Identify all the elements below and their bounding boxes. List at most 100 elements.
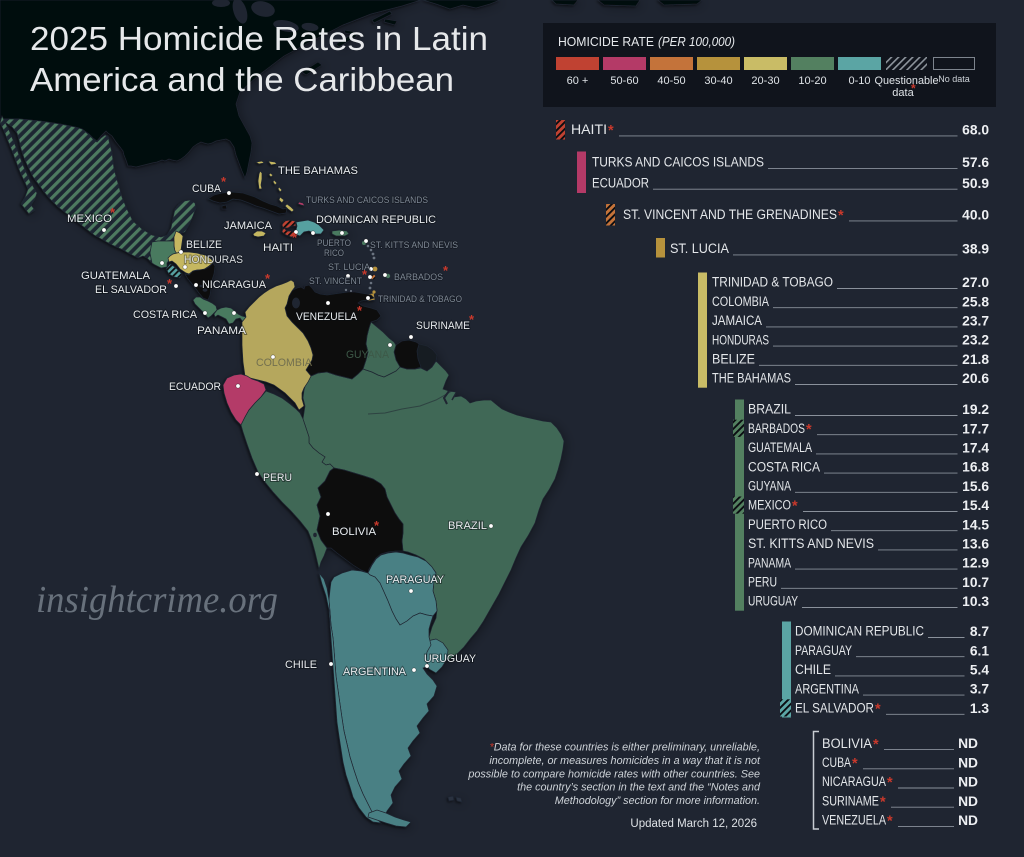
svg-text:57.6: 57.6 (962, 155, 989, 170)
svg-text:COLOMBIA: COLOMBIA (712, 294, 769, 309)
svg-text:BRAZIL: BRAZIL (748, 402, 791, 417)
svg-text:BARBADOS: BARBADOS (748, 421, 805, 436)
svg-text:3.7: 3.7 (970, 682, 990, 697)
svg-text:PUERTO: PUERTO (317, 238, 351, 249)
svg-text:HAITI: HAITI (571, 122, 607, 137)
svg-text:BELIZE: BELIZE (186, 239, 222, 251)
svg-text:THE BAHAMAS: THE BAHAMAS (278, 165, 358, 177)
svg-text:30-40: 30-40 (704, 75, 732, 87)
svg-text:ST. VINCENT AND THE GRENADINES: ST. VINCENT AND THE GRENADINES (623, 207, 837, 222)
svg-text:PERU: PERU (748, 575, 777, 590)
svg-text:JAMAICA: JAMAICA (712, 313, 762, 328)
svg-text:GUATEMALA: GUATEMALA (748, 440, 812, 455)
svg-text:GUATEMALA: GUATEMALA (81, 270, 151, 282)
svg-text:*: * (110, 205, 116, 220)
svg-text:COLOMBIA: COLOMBIA (256, 357, 313, 369)
svg-text:TURKS AND CAICOS ISLANDS: TURKS AND CAICOS ISLANDS (592, 155, 764, 170)
svg-text:8.7: 8.7 (970, 624, 990, 639)
svg-text:0-10: 0-10 (848, 75, 870, 87)
svg-text:VENEZUELA: VENEZUELA (296, 311, 358, 323)
svg-text:5.4: 5.4 (970, 663, 990, 678)
svg-text:SURINAME: SURINAME (416, 320, 470, 332)
svg-text:23.7: 23.7 (962, 314, 989, 329)
svg-text:incomplete, or measures homici: incomplete, or measures homicides in a w… (489, 755, 761, 767)
svg-text:URUGUAY: URUGUAY (748, 594, 798, 609)
svg-text:NICARAGUA: NICARAGUA (202, 279, 267, 291)
svg-text:13.6: 13.6 (962, 537, 989, 552)
svg-text:1.3: 1.3 (970, 701, 990, 716)
svg-text:MEXICO: MEXICO (67, 213, 112, 225)
svg-text:PARAGUAY: PARAGUAY (795, 643, 852, 658)
svg-text:68.0: 68.0 (962, 123, 989, 138)
svg-text:JAMAICA: JAMAICA (224, 220, 273, 232)
svg-text:*: * (292, 230, 298, 245)
svg-text:ST. KITTS AND NEVIS: ST. KITTS AND NEVIS (748, 536, 874, 551)
svg-text:GUYANA: GUYANA (748, 479, 791, 494)
svg-text:CHILE: CHILE (795, 662, 831, 677)
svg-text:PUERTO RICO: PUERTO RICO (748, 517, 827, 532)
svg-text:MEXICO: MEXICO (748, 498, 791, 513)
svg-text:RICO: RICO (324, 248, 344, 259)
svg-text:19.2: 19.2 (962, 402, 989, 417)
svg-text:*: * (167, 276, 173, 291)
svg-text:Questionable: Questionable (875, 75, 939, 87)
svg-text:60 +: 60 + (567, 75, 589, 87)
svg-text:ST. VINCENT: ST. VINCENT (309, 276, 362, 287)
svg-text:40.0: 40.0 (962, 208, 989, 223)
svg-text:THE BAHAMAS: THE BAHAMAS (712, 371, 791, 386)
svg-text:16.8: 16.8 (962, 460, 989, 475)
svg-text:ST. LUCIA: ST. LUCIA (670, 241, 729, 256)
svg-text:15.6: 15.6 (962, 479, 989, 494)
svg-text:No data: No data (938, 74, 970, 84)
svg-text:PANAMA: PANAMA (197, 325, 247, 337)
svg-text:BELIZE: BELIZE (712, 352, 755, 367)
svg-text:12.9: 12.9 (962, 556, 989, 571)
svg-text:ARGENTINA: ARGENTINA (343, 666, 407, 678)
svg-text:the country’s section in the t: the country’s section in the text and th… (517, 782, 761, 794)
svg-text:27.0: 27.0 (962, 275, 989, 290)
svg-text:*: * (265, 271, 271, 286)
svg-text:2025 Homicide Rates in Latin: 2025 Homicide Rates in Latin (30, 21, 488, 58)
svg-text:50-60: 50-60 (610, 75, 638, 87)
svg-text:data: data (892, 87, 914, 99)
svg-text:*: * (838, 208, 844, 224)
svg-text:20-30: 20-30 (751, 75, 779, 87)
svg-text:ST. KITTS AND NEVIS: ST. KITTS AND NEVIS (370, 240, 458, 251)
svg-text:SURINAME: SURINAME (822, 793, 879, 808)
svg-text:23.2: 23.2 (962, 333, 989, 348)
svg-text:ECUADOR: ECUADOR (592, 175, 649, 190)
svg-text:ND: ND (958, 794, 978, 809)
svg-text:40-50: 40-50 (657, 75, 685, 87)
svg-text:50.9: 50.9 (962, 176, 989, 191)
svg-text:COSTA RICA: COSTA RICA (748, 459, 820, 474)
svg-text:17.4: 17.4 (962, 441, 989, 456)
svg-text:10.7: 10.7 (962, 575, 989, 590)
svg-text:ECUADOR: ECUADOR (169, 381, 221, 393)
svg-text:possible to compare homicide r: possible to compare homicide rates with … (467, 768, 760, 780)
svg-text:Methodology” section for more: Methodology” section for more informatio… (555, 795, 760, 807)
svg-text:DOMINICAN REPUBLIC: DOMINICAN REPUBLIC (795, 624, 924, 639)
svg-text:20.6: 20.6 (962, 371, 989, 386)
svg-text:*: * (374, 518, 380, 533)
svg-text:*: * (887, 814, 893, 830)
svg-text:38.9: 38.9 (962, 242, 989, 257)
svg-text:*: * (880, 794, 886, 810)
svg-text:CUBA: CUBA (192, 183, 222, 195)
svg-text:*: * (357, 303, 363, 318)
svg-text:*: * (873, 737, 879, 753)
svg-text:CUBA: CUBA (822, 755, 851, 770)
svg-text:BRAZIL: BRAZIL (448, 520, 487, 532)
svg-text:HOMICIDE RATE: HOMICIDE RATE (558, 34, 654, 49)
svg-text:14.5: 14.5 (962, 517, 989, 532)
svg-text:TURKS AND CAICOS ISLANDS: TURKS AND CAICOS ISLANDS (306, 195, 428, 206)
svg-text:*: * (443, 263, 449, 278)
svg-text:PERU: PERU (263, 472, 292, 484)
svg-text:DOMINICAN REPUBLIC: DOMINICAN REPUBLIC (316, 214, 436, 226)
svg-text:HAITI: HAITI (263, 242, 293, 254)
svg-text:10-20: 10-20 (798, 75, 826, 87)
svg-text:ARGENTINA: ARGENTINA (795, 681, 859, 696)
svg-text:COSTA RICA: COSTA RICA (133, 309, 198, 321)
svg-text:EL SALVADOR: EL SALVADOR (95, 284, 167, 296)
svg-text:10.3: 10.3 (962, 594, 989, 609)
svg-text:GUYANA: GUYANA (346, 349, 390, 361)
